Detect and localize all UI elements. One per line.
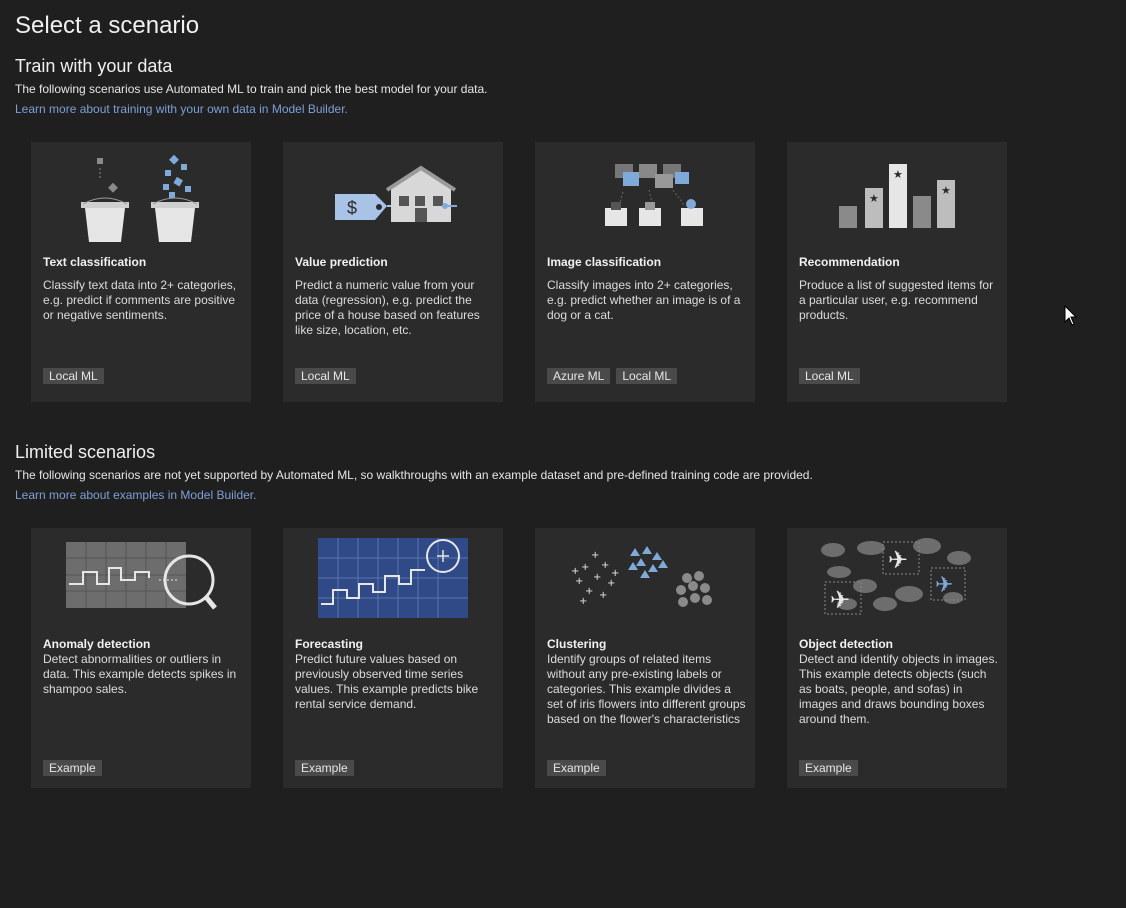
card-title: Anomaly detection [43, 637, 151, 651]
recommendation-icon: ★ ★ ★ [839, 164, 955, 228]
svg-text:★: ★ [869, 192, 879, 205]
card-title: Recommendation [799, 255, 900, 269]
card-tags: Example [799, 760, 858, 776]
forecasting-icon [318, 538, 468, 618]
limited-learn-more-link[interactable]: Learn more about examples in Model Build… [15, 488, 257, 502]
card-title: Forecasting [295, 637, 364, 651]
card-description: Classify images into 2+ categories, e.g.… [547, 278, 741, 322]
limited-section-title: Limited scenarios [15, 442, 156, 462]
svg-text:+: + [579, 596, 587, 607]
card-tags: Example [43, 760, 102, 776]
card-description: Classify text data into 2+ categories, e… [43, 278, 237, 322]
text-classification-icon [81, 154, 199, 242]
card-text-classification[interactable]: Text classification Classify text data i… [31, 142, 251, 402]
tag-example: Example [43, 760, 102, 776]
image-classification-icon [605, 164, 703, 226]
svg-text:+: + [585, 586, 593, 597]
value-prediction-icon: $ [335, 165, 457, 222]
tag-example: Example [295, 760, 354, 776]
object-detection-icon: ✈ ✈ ✈ [821, 538, 971, 615]
card-tags: Local ML [43, 368, 104, 384]
card-tags: Example [295, 760, 354, 776]
card-image-classification[interactable]: Image classification Classify images int… [535, 142, 755, 402]
tag-local-ml: Local ML [295, 368, 356, 384]
svg-text:+: + [607, 578, 615, 589]
card-clustering[interactable]: + + + + + + + + + + + Clustering Identify group… [535, 528, 755, 788]
card-anomaly-detection[interactable]: Anomaly detection Detect abnormalities o… [31, 528, 251, 788]
svg-text:+: + [599, 590, 607, 601]
svg-text:+: + [611, 568, 619, 579]
tag-local-ml: Local ML [43, 368, 104, 384]
tag-local-ml: Local ML [616, 368, 678, 384]
tag-example: Example [547, 760, 606, 776]
card-forecasting[interactable]: Forecasting Predict future values based … [283, 528, 503, 788]
svg-text:+: + [593, 572, 601, 583]
svg-text:+: + [591, 550, 599, 561]
train-learn-more-link[interactable]: Learn more about training with your own … [15, 102, 348, 116]
tag-example: Example [799, 760, 858, 776]
train-section-description: The following scenarios use Automated ML… [15, 82, 488, 96]
svg-text:+: + [571, 566, 579, 577]
card-title: Text classification [43, 255, 147, 269]
svg-text:+: + [581, 562, 589, 573]
card-title: Clustering [547, 637, 607, 651]
svg-text:✈: ✈ [888, 546, 908, 574]
card-title: Value prediction [295, 255, 388, 269]
train-section-title: Train with your data [15, 56, 173, 76]
svg-text:+: + [601, 560, 609, 571]
svg-text:✈: ✈ [935, 573, 953, 598]
card-value-prediction[interactable]: $ Value prediction Predict a numeric val… [283, 142, 503, 402]
card-object-detection[interactable]: ✈ ✈ ✈ Object detection Detect and identi… [787, 528, 1007, 788]
card-title: Image classification [547, 255, 662, 269]
card-description: Detect abnormalities or outliers in data… [43, 652, 237, 696]
card-title: Object detection [799, 637, 894, 651]
card-description: Identify groups of related items without… [547, 652, 746, 726]
card-tags: Azure ML Local ML [547, 368, 678, 384]
svg-text:✈: ✈ [830, 586, 850, 614]
page-title: Select a scenario [15, 12, 200, 39]
svg-text:★: ★ [893, 168, 903, 181]
svg-text:★: ★ [941, 184, 951, 197]
card-description: Predict future values based on previousl… [295, 652, 479, 711]
anomaly-detection-icon [66, 542, 217, 610]
svg-text:$: $ [347, 198, 357, 218]
card-tags: Local ML [295, 368, 356, 384]
card-description: Detect and identify objects in images. T… [799, 652, 998, 726]
card-tags: Local ML [799, 368, 860, 384]
mouse-cursor-icon [1064, 305, 1078, 326]
card-description: Produce a list of suggested items for a … [799, 278, 994, 322]
card-tags: Example [547, 760, 606, 776]
card-recommendation[interactable]: ★ ★ ★ Recommendation Produce a list of s… [787, 142, 1007, 402]
limited-section-description: The following scenarios are not yet supp… [15, 468, 813, 482]
svg-text:+: + [575, 576, 583, 587]
card-description: Predict a numeric value from your data (… [295, 278, 480, 337]
clustering-icon: ++ + + ++ + ++ ++ [571, 546, 712, 607]
tag-azure-ml: Azure ML [547, 368, 611, 384]
tag-local-ml: Local ML [799, 368, 860, 384]
